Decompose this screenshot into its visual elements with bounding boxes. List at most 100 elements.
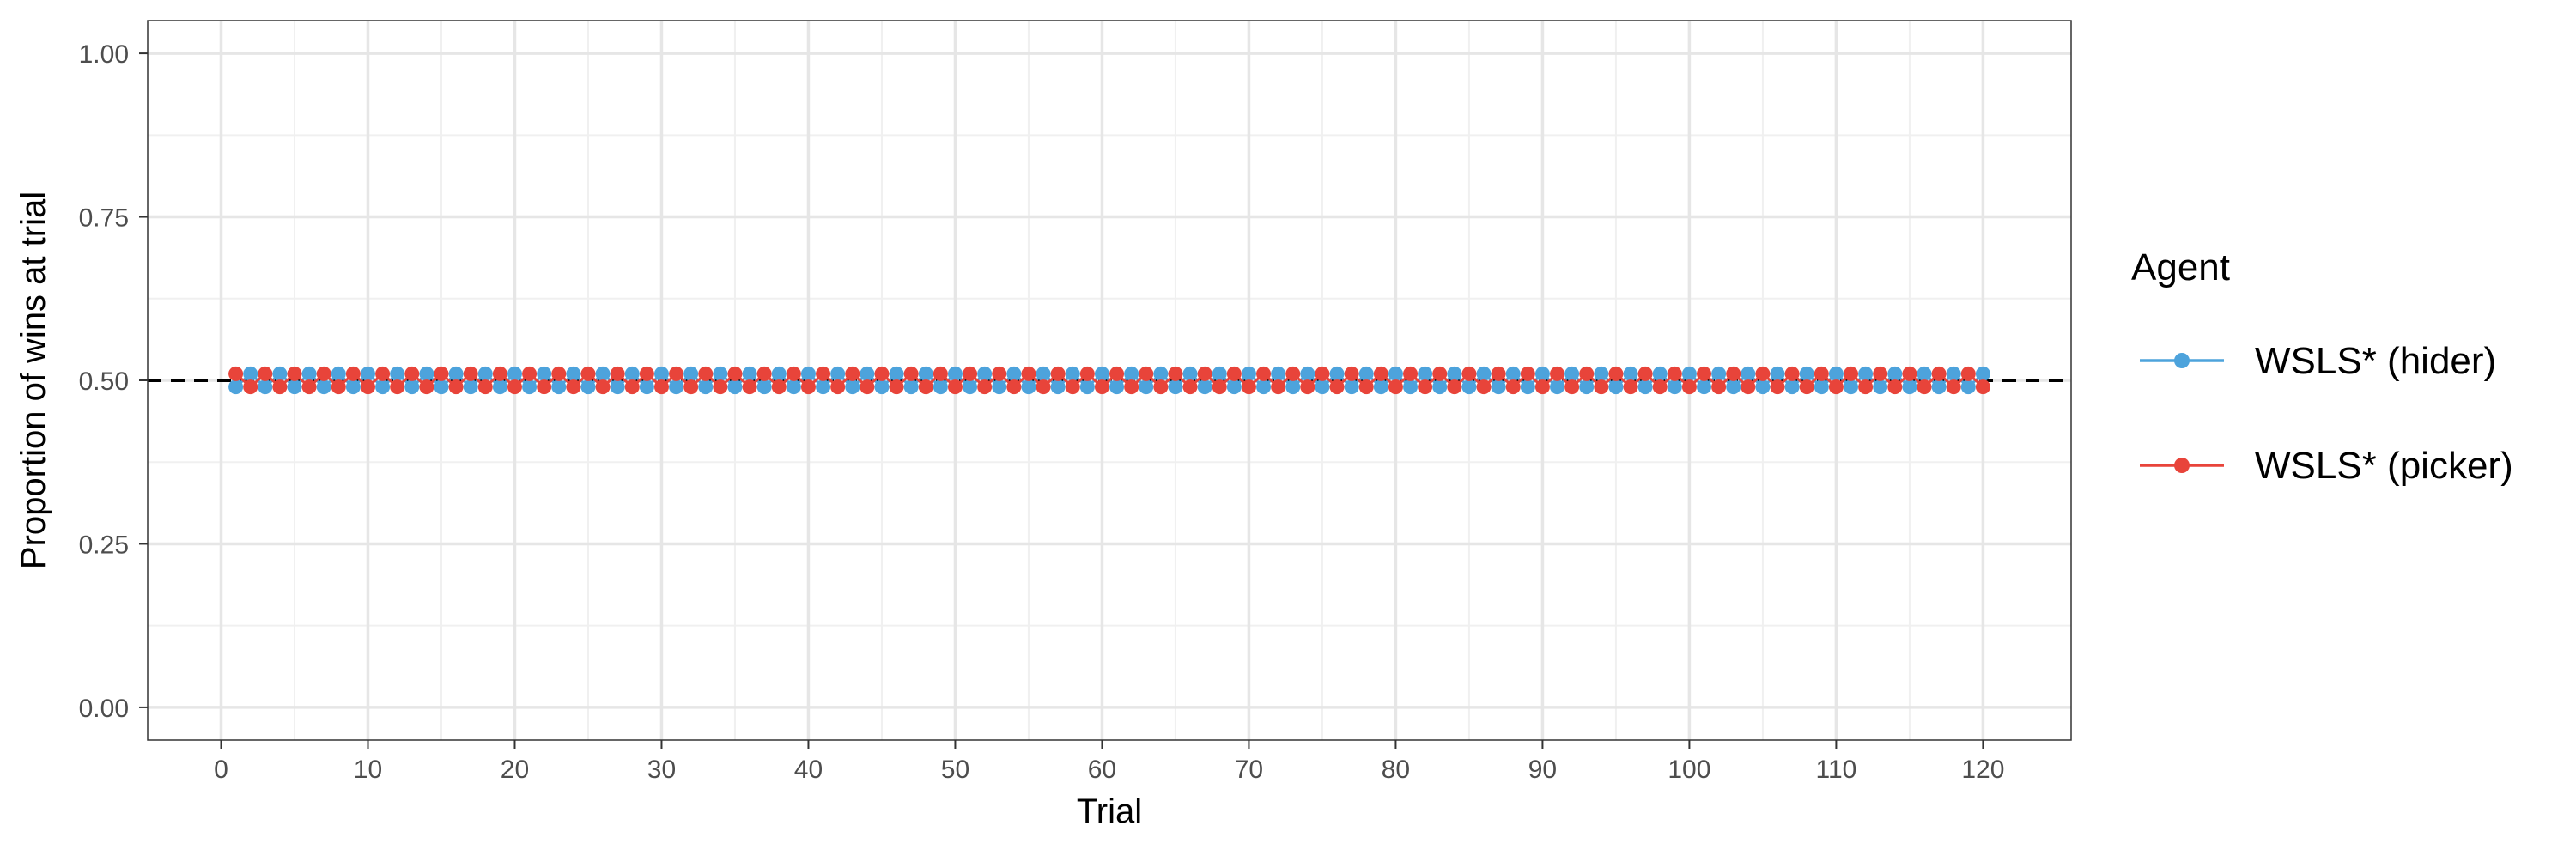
data-point-series-0 [669,379,684,395]
data-point-series-0 [1637,379,1653,395]
data-point-series-0 [756,379,772,395]
data-point-series-0 [1902,379,1917,395]
data-point-series-1 [1432,366,1448,381]
data-point-series-0 [1520,379,1535,395]
data-point-series-1 [1814,366,1829,381]
data-point-series-0 [1579,379,1595,395]
x-tick-label: 10 [354,756,382,784]
data-point-series-1 [1418,379,1433,395]
y-tick-label: 0.00 [79,695,129,723]
data-point-series-1 [963,366,978,381]
data-point-series-1 [1388,379,1403,395]
data-point-series-1 [1315,366,1330,381]
data-point-series-1 [1726,366,1741,381]
data-point-series-1 [1741,379,1756,395]
data-point-series-0 [1534,366,1550,381]
data-point-series-0 [698,379,714,395]
data-point-series-1 [1476,379,1492,395]
data-point-series-0 [1212,366,1227,381]
data-point-series-1 [742,379,757,395]
data-point-series-1 [1858,379,1874,395]
data-point-series-0 [1065,366,1080,381]
data-point-series-0 [963,379,978,395]
data-point-series-0 [1124,366,1139,381]
data-point-series-0 [1667,379,1682,395]
data-point-series-0 [1094,366,1109,381]
data-point-series-1 [1608,366,1624,381]
data-point-series-1 [1461,366,1477,381]
data-point-series-1 [419,379,434,395]
data-point-series-1 [1784,366,1800,381]
data-point-series-1 [463,366,478,381]
data-point-series-1 [404,366,420,381]
x-tick-label: 50 [941,756,969,784]
data-point-series-1 [786,366,801,381]
data-point-series-1 [816,366,831,381]
data-point-series-1 [1770,379,1785,395]
data-point-series-1 [1065,379,1080,395]
data-point-series-1 [1168,366,1183,381]
data-point-series-1 [1447,379,1462,395]
data-point-series-1 [669,366,684,381]
data-point-series-0 [727,379,743,395]
data-point-series-1 [1109,366,1125,381]
data-point-series-1 [653,379,669,395]
data-point-series-1 [1373,366,1388,381]
y-axis-title: Proportion of wins at trial [15,191,52,569]
data-point-series-0 [1505,366,1521,381]
data-point-series-1 [1241,379,1256,395]
data-point-series-0 [1139,379,1154,395]
data-point-series-1 [830,379,846,395]
data-point-series-0 [713,366,728,381]
data-point-series-0 [1726,379,1741,395]
data-point-series-1 [258,366,273,381]
data-point-series-0 [1931,379,1947,395]
data-point-series-1 [845,366,860,381]
data-point-series-0 [742,366,757,381]
data-point-series-0 [610,379,625,395]
data-point-series-0 [1652,366,1668,381]
data-point-series-1 [360,379,375,395]
data-point-series-0 [507,366,522,381]
data-point-series-1 [756,366,772,381]
data-point-series-1 [1697,366,1712,381]
minor-gridlines [148,21,2071,740]
legend-key-point [2174,458,2190,473]
data-point-series-1 [698,366,714,381]
data-point-series-0 [316,379,331,395]
data-point-series-0 [1711,366,1727,381]
y-tick-label: 0.75 [79,204,129,233]
data-point-series-0 [683,366,699,381]
data-point-series-0 [947,366,963,381]
data-point-series-0 [419,366,434,381]
data-point-series-1 [977,379,993,395]
data-point-series-0 [1476,366,1492,381]
data-point-series-0 [1873,379,1888,395]
data-point-series-0 [1960,379,1976,395]
data-point-series-1 [1594,379,1609,395]
data-point-series-0 [1491,379,1506,395]
data-point-series-0 [786,379,801,395]
data-point-series-1 [624,379,640,395]
data-point-series-0 [1050,379,1066,395]
y-tick-label: 0.50 [79,367,129,396]
data-point-series-1 [771,379,787,395]
data-point-series-0 [1432,379,1448,395]
data-point-series-1 [1153,379,1169,395]
data-point-series-0 [1418,366,1433,381]
data-point-series-1 [1021,366,1036,381]
data-point-series-1 [1036,379,1051,395]
x-tick-label: 60 [1088,756,1116,784]
legend-title: Agent [2131,246,2230,288]
data-point-series-0 [624,366,640,381]
data-point-series-1 [1256,366,1272,381]
data-point-series-0 [390,366,405,381]
data-point-series-0 [874,379,890,395]
data-point-series-0 [1799,366,1814,381]
data-point-series-0 [1153,366,1169,381]
legend-key-point [2174,353,2190,368]
data-point-series-1 [1182,379,1198,395]
data-point-series-0 [1329,366,1345,381]
data-point-series-1 [301,379,317,395]
